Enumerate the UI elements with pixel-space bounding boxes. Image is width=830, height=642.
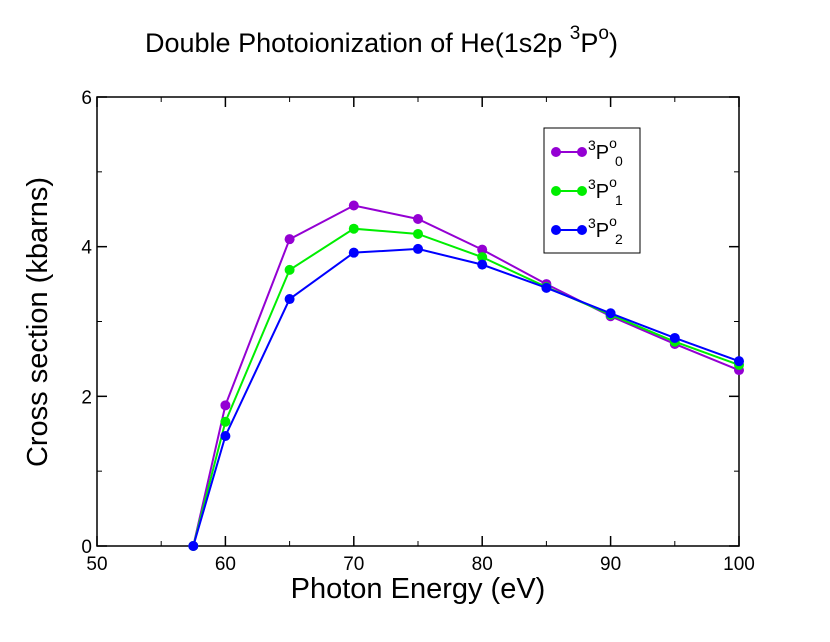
- series-layer: [188, 200, 744, 551]
- axis-ticks: 50 60 70 80 90 100 0 2 4 6: [81, 88, 754, 575]
- data-point: [348, 223, 359, 234]
- legend-swatch-marker: [577, 147, 587, 157]
- x-tick-label: 60: [215, 554, 236, 575]
- legend-item-3Po2: 3Po 2: [551, 213, 623, 247]
- legend-label: 3Po 0: [588, 135, 623, 169]
- data-point: [413, 228, 423, 239]
- legend-swatch-marker: [551, 225, 561, 235]
- data-point: [284, 234, 295, 245]
- data-point: [413, 243, 423, 254]
- series-line: [192, 227, 740, 547]
- data-point: [220, 416, 231, 427]
- chart-title: Double Photoionization of He(1s2p 3Po): [145, 23, 618, 58]
- x-tick-label: 50: [86, 554, 107, 575]
- y-tick-label: 2: [81, 387, 92, 408]
- legend-swatch-marker: [551, 186, 561, 196]
- series-3Po0: [188, 200, 744, 551]
- data-point: [413, 213, 423, 224]
- y-axis-label: Cross section (kbarns): [22, 177, 54, 467]
- data-point: [605, 308, 616, 319]
- data-point: [477, 252, 488, 263]
- data-point: [348, 200, 359, 211]
- legend: 3Po 0 3Po 1 3Po 2: [543, 127, 641, 254]
- chart-title-sup-pre: 3: [570, 23, 581, 44]
- legend-item-3Po1: 3Po 1: [551, 174, 623, 208]
- chart-title-close: ): [609, 28, 618, 58]
- series-3Po1: [188, 223, 744, 551]
- data-point: [669, 332, 680, 343]
- data-point: [541, 282, 552, 293]
- x-tick-label: 90: [600, 554, 621, 575]
- data-point: [188, 541, 199, 551]
- x-tick-label: 70: [343, 554, 364, 575]
- x-tick-label: 80: [472, 554, 493, 575]
- legend-swatch-marker: [551, 147, 561, 157]
- y-tick-label: 0: [81, 537, 92, 558]
- x-tick-label: 100: [723, 554, 755, 575]
- y-tick-label: 4: [81, 238, 92, 259]
- legend-swatch-marker: [577, 186, 587, 196]
- legend-swatch-marker: [577, 225, 587, 235]
- legend-item-3Po0: 3Po 0: [551, 135, 623, 169]
- data-point: [284, 294, 295, 305]
- data-point: [348, 247, 359, 258]
- chart-title-sup-post: o: [598, 23, 609, 44]
- data-point: [477, 259, 488, 270]
- plot-frame: [96, 96, 740, 547]
- series-3Po2: [188, 243, 744, 551]
- data-point: [477, 244, 488, 255]
- x-axis-label: Photon Energy (eV): [291, 573, 546, 605]
- data-point: [220, 430, 231, 441]
- chart-title-main: Double Photoionization of He(1s2p: [145, 28, 570, 58]
- legend-label: 3Po 1: [588, 174, 623, 208]
- legend-label: 3Po 2: [588, 213, 623, 247]
- chart-title-letter: P: [580, 28, 598, 58]
- data-point: [734, 356, 744, 367]
- series-line: [192, 247, 740, 547]
- data-point: [220, 400, 231, 411]
- y-tick-label: 6: [81, 88, 92, 109]
- data-point: [284, 264, 295, 275]
- series-line: [192, 204, 740, 547]
